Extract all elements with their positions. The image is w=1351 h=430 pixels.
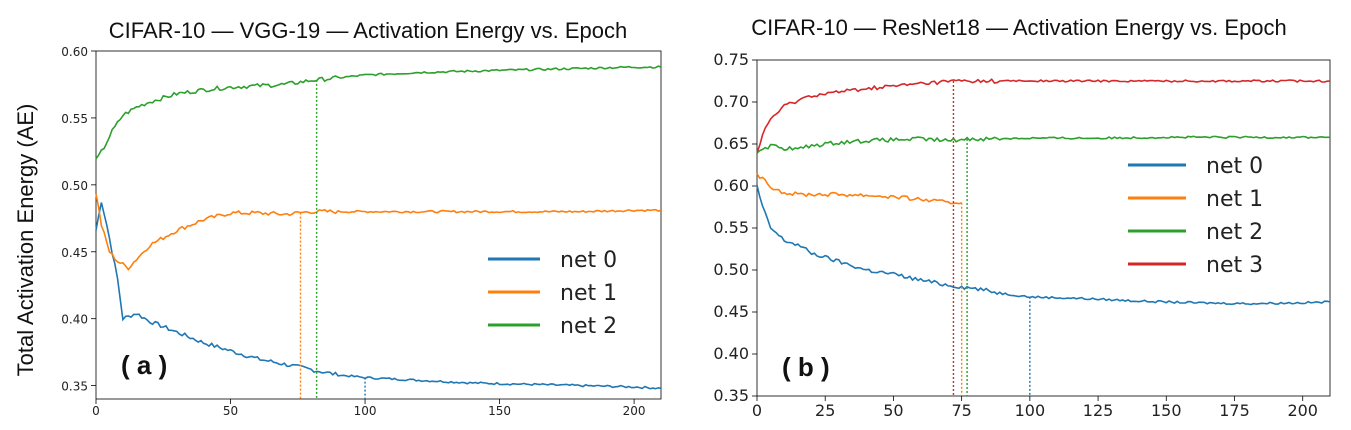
a-legend-label-net-0: net 0 xyxy=(560,248,617,273)
panel-a-title: CIFAR-10 — VGG-19 — Activation Energy vs… xyxy=(109,18,627,43)
b-legend-label-net-1: net 1 xyxy=(1206,187,1263,212)
panel-b-plot-area xyxy=(756,59,1331,397)
panel-a-plot-area xyxy=(95,50,662,400)
panel-b-title: CIFAR-10 — ResNet18 — Activation Energy … xyxy=(751,15,1287,40)
a-ytick-label: 0.50 xyxy=(61,179,88,193)
panel-b-ticks: 0.35 0.40 0.45 0.50 0.55 0.60 0.65 0.70 0.75 0 25 5… xyxy=(713,50,1318,420)
b-legend-label-net-3: net 3 xyxy=(1206,253,1263,278)
panel-a: CIFAR-10 — VGG-19 — Activation Energy vs… xyxy=(61,18,662,418)
b-ytick-label: 0.70 xyxy=(713,92,749,111)
b-series-line-net-0 xyxy=(756,184,1331,306)
b-xtick-label: 125 xyxy=(1083,401,1114,420)
panel-b-label: ( b ) xyxy=(782,352,830,382)
b-xtick-label: 200 xyxy=(1287,401,1318,420)
b-ytick-label: 0.55 xyxy=(713,218,749,237)
b-xtick-label: 50 xyxy=(883,401,903,420)
a-series-line-net-2 xyxy=(95,65,662,160)
panel-b-legend: net 0 net 1 net 2 net 3 xyxy=(1128,154,1263,278)
a-series-line-net-1 xyxy=(95,193,662,271)
b-ytick-label: 0.75 xyxy=(713,50,749,69)
panel-a-ticks: 0.35 0.40 0.45 0.50 0.55 0.60 0 50 100 150 200 xyxy=(61,45,645,418)
b-legend-label-net-0: net 0 xyxy=(1206,154,1263,179)
a-xtick-label: 100 xyxy=(354,404,377,418)
panel-b-series xyxy=(756,78,1331,396)
a-xtick-label: 50 xyxy=(223,404,238,418)
b-xtick-label: 150 xyxy=(1151,401,1182,420)
panel-a-legend: net 0 net 1 net 2 xyxy=(488,248,617,339)
b-xtick-label: 25 xyxy=(815,401,835,420)
b-ytick-label: 0.35 xyxy=(713,386,749,405)
a-series-line-net-0 xyxy=(95,202,662,390)
b-xtick-label: 75 xyxy=(951,401,971,420)
b-xtick-label: 175 xyxy=(1219,401,1250,420)
b-series-line-net-1 xyxy=(756,173,962,205)
b-ytick-label: 0.45 xyxy=(713,302,749,321)
a-xtick-label: 0 xyxy=(92,404,100,418)
b-series-line-net-2 xyxy=(756,135,1330,154)
panel-b: CIFAR-10 — ResNet18 — Activation Energy … xyxy=(713,15,1331,420)
a-ytick-label: 0.40 xyxy=(61,313,88,327)
a-ytick-label: 0.55 xyxy=(61,112,88,126)
b-legend-label-net-2: net 2 xyxy=(1206,220,1263,245)
b-ytick-label: 0.65 xyxy=(713,134,749,153)
b-xtick-label: 0 xyxy=(752,401,762,420)
a-ytick-label: 0.45 xyxy=(61,246,88,260)
a-legend-label-net-1: net 1 xyxy=(560,281,617,306)
panel-a-series xyxy=(95,65,662,399)
panel-a-label: ( a ) xyxy=(121,350,167,380)
a-legend-label-net-2: net 2 xyxy=(560,314,617,339)
y-axis-label: Total Activation Energy (AE) xyxy=(13,104,38,377)
a-xtick-label: 200 xyxy=(623,404,646,418)
a-xtick-label: 150 xyxy=(488,404,511,418)
b-xtick-label: 100 xyxy=(1015,401,1046,420)
a-ytick-label: 0.35 xyxy=(61,380,88,394)
b-ytick-label: 0.60 xyxy=(713,176,749,195)
b-ytick-label: 0.50 xyxy=(713,260,749,279)
b-series-line-net-3 xyxy=(756,78,1331,153)
b-ytick-label: 0.40 xyxy=(713,344,749,363)
a-ytick-label: 0.60 xyxy=(61,45,88,59)
